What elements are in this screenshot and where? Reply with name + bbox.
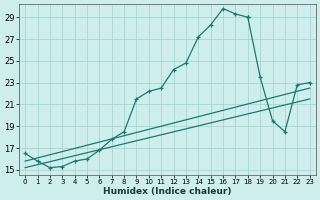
X-axis label: Humidex (Indice chaleur): Humidex (Indice chaleur): [103, 187, 232, 196]
